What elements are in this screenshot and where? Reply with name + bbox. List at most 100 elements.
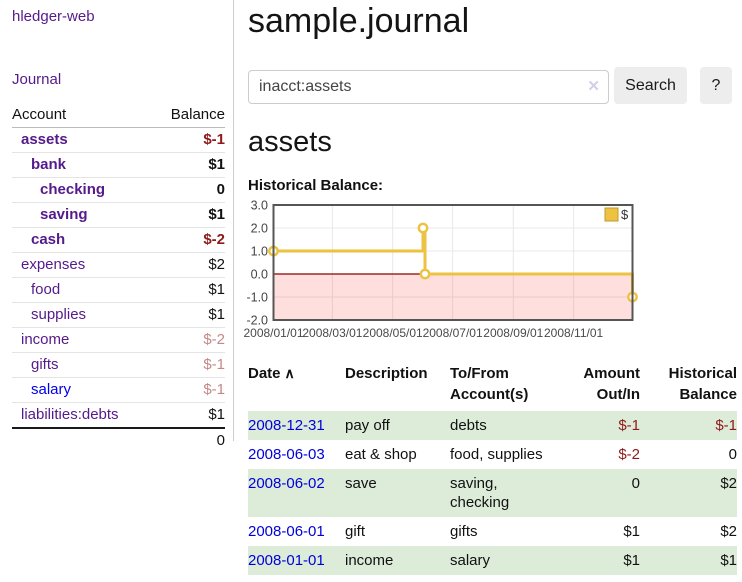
account-row: assets $-1 xyxy=(12,127,225,153)
transaction-date-link[interactable]: 2008-06-03 xyxy=(248,446,325,463)
transaction-balance: $1 xyxy=(720,552,737,569)
historical-balance-chart: $ 3.0 2.0 1.0 0.0 -1.0 -2.0 2008/01/01 2… xyxy=(243,199,638,340)
account-row: liabilities:debts $1 xyxy=(12,403,225,429)
transaction-row: 2008-06-02 save saving, checking 0 $2 xyxy=(248,469,737,517)
transaction-date-link[interactable]: 2008-06-01 xyxy=(248,523,325,540)
account-link-saving[interactable]: saving xyxy=(40,206,88,223)
account-link-salary[interactable]: salary xyxy=(31,381,72,398)
svg-text:2008/07/01: 2008/07/01 xyxy=(423,326,483,340)
transaction-description: pay off xyxy=(345,417,390,434)
transaction-amount: $1 xyxy=(623,523,640,540)
svg-text:2.0: 2.0 xyxy=(251,222,268,236)
accounts-total-value: 0 xyxy=(153,427,225,453)
transaction-amount: 0 xyxy=(631,475,640,492)
help-button[interactable]: ? xyxy=(700,67,732,104)
account-link-bank[interactable]: bank xyxy=(31,156,67,173)
transaction-description: income xyxy=(345,552,394,569)
account-row: expenses $2 xyxy=(12,252,225,278)
account-link-cash[interactable]: cash xyxy=(31,231,66,248)
svg-text:2008/03/01: 2008/03/01 xyxy=(302,326,362,340)
balance-col-header: Balance xyxy=(153,103,225,128)
x-axis-labels: 2008/01/01 2008/03/01 2008/05/01 2008/07… xyxy=(243,326,603,340)
clear-search-icon[interactable]: ✕ xyxy=(587,78,600,95)
col-header-date[interactable]: Date ∧ xyxy=(248,365,295,382)
search-button[interactable]: Search xyxy=(614,67,687,104)
transaction-row: 2008-12-31 pay off debts $-1 $-1 xyxy=(248,411,737,440)
account-row: saving $1 xyxy=(12,202,225,228)
transaction-date-link[interactable]: 2008-12-31 xyxy=(248,417,325,434)
transaction-accounts: debts xyxy=(450,417,487,434)
account-link-income[interactable]: income xyxy=(21,331,70,348)
account-balance: $1 xyxy=(208,406,225,423)
sidebar-item-journal[interactable]: Journal xyxy=(12,71,62,88)
chart-title: Historical Balance: xyxy=(248,177,384,194)
transaction-date-link[interactable]: 2008-06-02 xyxy=(248,475,325,492)
svg-text:2008/01/01: 2008/01/01 xyxy=(243,326,303,340)
transaction-description: gift xyxy=(345,523,366,540)
transaction-row: 2008-01-01 income salary $1 $1 xyxy=(248,546,737,575)
accounts-total-row: 0 xyxy=(12,427,225,453)
account-balance: $-1 xyxy=(153,377,225,403)
transaction-accounts: salary xyxy=(450,552,491,569)
account-row: cash $-2 xyxy=(12,227,225,253)
sidebar-accounts-table: Account Balance assets $-1 bank $1 check… xyxy=(12,103,225,453)
transaction-accounts: saving, checking xyxy=(450,475,510,511)
account-balance: $-1 xyxy=(153,127,225,153)
svg-text:1.0: 1.0 xyxy=(251,245,268,259)
transaction-balance: $2 xyxy=(720,523,737,540)
col-header-balance: Historical Balance xyxy=(668,365,737,403)
plot-border xyxy=(272,204,634,321)
sort-asc-icon: ∧ xyxy=(284,365,295,381)
account-link-food[interactable]: food xyxy=(31,281,61,298)
account-balance: $-2 xyxy=(153,227,225,253)
transaction-row: 2008-06-03 eat & shop food, supplies $-2… xyxy=(248,440,737,469)
account-balance: 0 xyxy=(153,177,225,203)
search-input[interactable] xyxy=(248,70,609,104)
transaction-accounts: food, supplies xyxy=(450,446,543,463)
transaction-balance: $-1 xyxy=(715,417,737,434)
account-link-assets[interactable]: assets xyxy=(21,131,68,148)
legend-label: $ xyxy=(621,207,629,222)
account-link-supplies[interactable]: supplies xyxy=(31,306,87,323)
account-heading: assets xyxy=(248,126,332,158)
transaction-amount: $1 xyxy=(623,552,640,569)
legend-swatch xyxy=(604,207,619,222)
svg-text:2008/09/01: 2008/09/01 xyxy=(483,326,543,340)
account-balance: $2 xyxy=(153,252,225,278)
svg-text:-2.0: -2.0 xyxy=(246,314,268,328)
account-link-gifts[interactable]: gifts xyxy=(31,356,59,373)
transaction-description: save xyxy=(345,475,377,492)
svg-text:2008/11/01: 2008/11/01 xyxy=(544,326,603,340)
account-row: checking 0 xyxy=(12,177,225,203)
account-row: supplies $1 xyxy=(12,302,225,328)
account-row: bank $1 xyxy=(12,152,225,178)
transaction-balance: $2 xyxy=(720,475,737,492)
account-row: gifts $-1 xyxy=(12,352,225,378)
account-link-liabilities-debts[interactable]: liabilities:debts xyxy=(21,406,119,423)
account-row: salary $-1 xyxy=(12,377,225,403)
account-row: income $-2 xyxy=(12,327,225,353)
col-header-amount: Amount Out/In xyxy=(583,365,640,403)
account-balance: $1 xyxy=(153,202,225,228)
account-link-expenses[interactable]: expenses xyxy=(21,256,86,273)
app-brand-link[interactable]: hledger-web xyxy=(12,8,95,25)
transaction-date-link[interactable]: 2008-01-01 xyxy=(248,552,325,569)
account-balance: $-1 xyxy=(153,352,225,378)
accounts-col-header: Account xyxy=(12,103,154,128)
col-header-accounts: To/From Account(s) xyxy=(450,365,529,403)
transaction-description: eat & shop xyxy=(345,446,417,463)
transaction-balance: 0 xyxy=(728,446,737,463)
svg-text:2008/05/01: 2008/05/01 xyxy=(363,326,423,340)
account-link-checking[interactable]: checking xyxy=(40,181,106,198)
account-balance: $1 xyxy=(153,277,225,303)
account-row: food $1 xyxy=(12,277,225,303)
transaction-row: 2008-06-01 gift gifts $1 $2 xyxy=(248,517,737,546)
page-title: sample.journal xyxy=(248,2,470,40)
negative-region xyxy=(273,274,633,320)
y-axis-labels: 3.0 2.0 1.0 0.0 -1.0 -2.0 xyxy=(246,199,268,328)
svg-text:0.0: 0.0 xyxy=(251,268,268,282)
account-balance: $1 xyxy=(153,302,225,328)
svg-text:3.0: 3.0 xyxy=(251,199,268,213)
transaction-amount: $-2 xyxy=(618,446,640,463)
transaction-accounts: gifts xyxy=(450,523,478,540)
